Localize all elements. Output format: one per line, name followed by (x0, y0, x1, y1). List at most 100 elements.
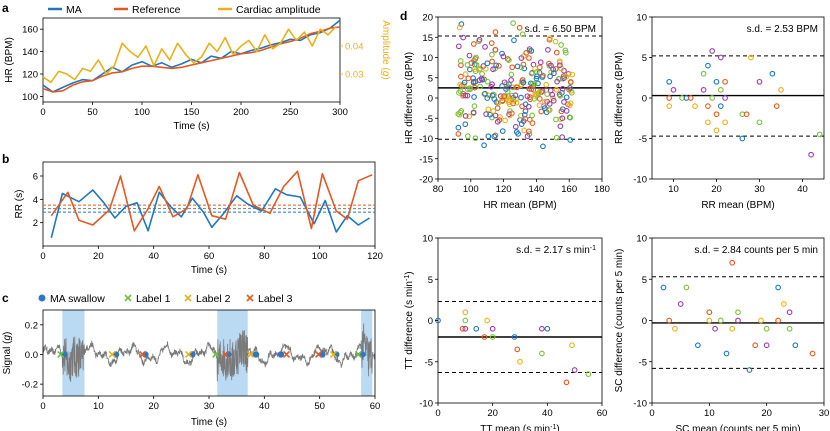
data-point (540, 72, 546, 79)
data-point (509, 64, 516, 71)
legend-label: Cardiac amplitude (236, 4, 321, 16)
y-tick-label: 6 (33, 172, 38, 183)
data-point (557, 92, 564, 99)
data-point (496, 63, 502, 69)
y-tick-label: 100 (22, 92, 38, 103)
data-point (455, 111, 462, 117)
data-point (532, 90, 539, 97)
data-point (508, 77, 514, 83)
data-point (775, 284, 781, 291)
x-axis-label: SC mean (counts per 5 min) (675, 424, 800, 431)
y-tick-label: 140 (22, 47, 38, 58)
x-tick-label: 40 (259, 401, 270, 412)
data-point (473, 325, 480, 332)
y-tick-label: 10 (636, 234, 647, 245)
data-point (464, 133, 471, 139)
series-reference (50, 170, 373, 232)
data-point (467, 85, 473, 91)
data-point (717, 317, 724, 324)
x-tick-label: 0 (40, 107, 45, 118)
data-point (748, 54, 754, 61)
data-point (501, 93, 507, 99)
data-point (544, 325, 551, 332)
panel-label: c (2, 291, 9, 305)
data-point (457, 58, 464, 64)
ma-swallow-marker (277, 351, 285, 358)
data-point (683, 284, 690, 291)
data-point (504, 88, 511, 95)
legend-label: Label 3 (258, 293, 293, 305)
label1-marker (354, 350, 362, 359)
data-point (516, 24, 523, 31)
data-point (723, 350, 730, 357)
panel-b-frame (42, 161, 376, 247)
panel-d4-frame (651, 237, 825, 404)
label3-marker (282, 350, 291, 359)
sd-annotation: s.d. = 6.50 BPM (525, 24, 596, 35)
data-point (476, 77, 483, 83)
data-point (542, 98, 548, 105)
data-point (465, 75, 472, 82)
data-point (467, 66, 473, 73)
data-point (528, 86, 535, 92)
data-point (519, 31, 526, 38)
data-point (487, 111, 493, 118)
data-point (492, 29, 499, 35)
data-point (476, 36, 483, 43)
data-point (512, 92, 519, 99)
data-point (713, 78, 720, 85)
data-point (550, 95, 556, 101)
data-point (706, 309, 713, 316)
y2-tick-label: 0.04 (345, 42, 364, 53)
data-point (535, 90, 542, 97)
data-point (489, 81, 495, 88)
x-tick-label: 100 (463, 184, 479, 195)
data-point (778, 87, 784, 93)
data-point (473, 62, 480, 68)
data-point (460, 34, 467, 41)
legend-label: Label 2 (196, 293, 231, 305)
x-axis-label: Time (s) (191, 417, 227, 428)
x-tick-label: 0 (435, 408, 440, 419)
label3-marker (314, 350, 323, 359)
data-point (485, 106, 492, 113)
data-point (670, 87, 677, 93)
data-point (536, 96, 543, 102)
legend-label: MA swallow (50, 293, 105, 305)
data-point (513, 96, 519, 103)
data-point (514, 346, 521, 353)
y-tick-label: -20 (419, 175, 433, 186)
data-point (519, 77, 526, 83)
data-point (752, 342, 759, 349)
data-point (556, 59, 563, 66)
data-point (567, 85, 573, 91)
x-tick-label: 0 (40, 401, 45, 412)
data-point (552, 38, 559, 45)
data-point (729, 325, 736, 332)
data-point (457, 88, 464, 95)
ma-swallow-marker (252, 351, 260, 358)
data-point (470, 41, 477, 47)
data-point (816, 131, 823, 138)
y-tick-label: 2 (33, 218, 38, 229)
data-point (510, 100, 517, 107)
label2-marker (184, 350, 193, 359)
data-point (553, 86, 560, 93)
data-point (535, 80, 541, 87)
data-point (743, 111, 750, 118)
data-point (492, 112, 499, 119)
data-point (536, 69, 543, 76)
data-point (518, 94, 524, 101)
data-point (551, 70, 557, 77)
data-point (462, 71, 469, 77)
legend-label: MA (66, 4, 82, 16)
data-point (472, 135, 479, 142)
x-tick-label: 150 (184, 107, 200, 118)
data-point (553, 116, 559, 123)
y-tick-label: -10 (633, 399, 647, 410)
x-tick-label: 100 (134, 107, 150, 118)
y-tick-label: 10 (636, 13, 647, 24)
data-point (527, 96, 534, 103)
data-point (484, 95, 491, 101)
data-point (536, 64, 543, 71)
